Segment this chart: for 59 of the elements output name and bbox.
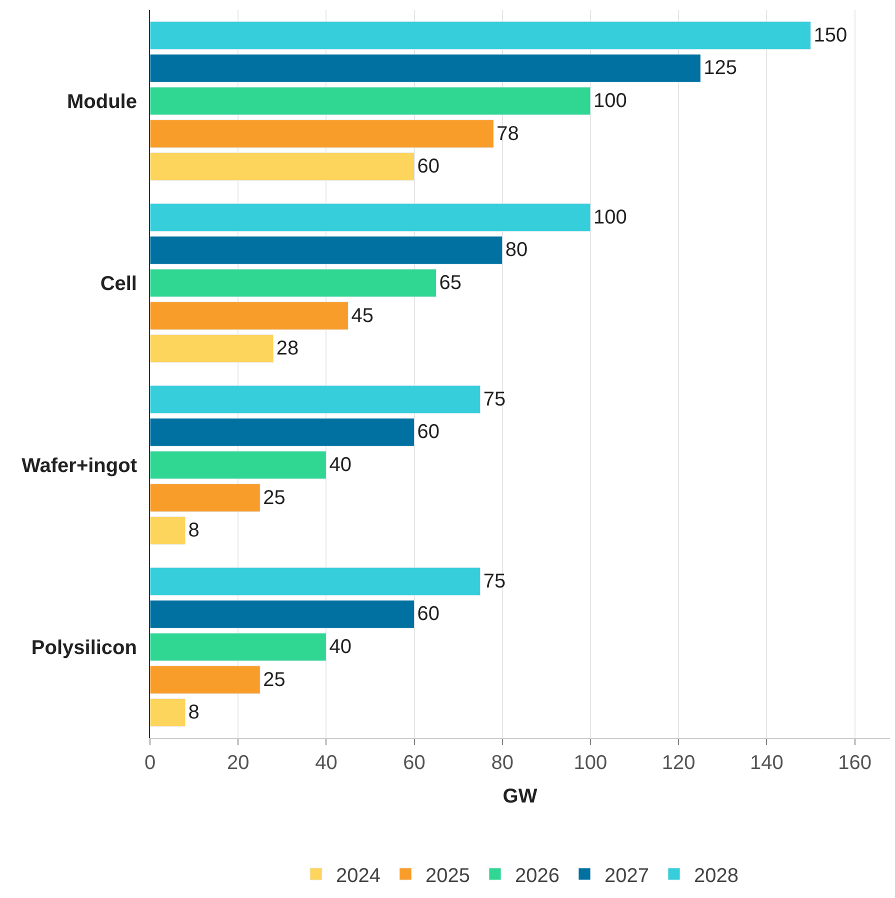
bar	[150, 334, 274, 363]
bar	[150, 450, 326, 480]
bar	[150, 236, 503, 264]
data-label: 25	[263, 668, 286, 691]
data-label: 60	[417, 603, 440, 626]
bar	[150, 152, 415, 181]
bar	[150, 666, 260, 694]
x-axis-title: GW	[502, 786, 538, 808]
legend-label: 2028	[694, 864, 738, 887]
data-label: 150	[814, 24, 848, 46]
data-label: 65	[439, 272, 462, 294]
bar	[150, 302, 348, 330]
bar	[150, 698, 186, 727]
data-label: 125	[704, 57, 737, 80]
bar	[150, 516, 186, 545]
x-tick-label: 120	[662, 752, 696, 774]
bar	[150, 21, 811, 50]
data-label: 80	[505, 239, 528, 262]
y-tick-label: Polysilicon	[31, 637, 137, 659]
data-label: 75	[483, 388, 506, 410]
data-label: 40	[329, 454, 352, 476]
bar	[150, 203, 591, 232]
legend-label: 2026	[515, 864, 560, 887]
y-tick-label: Module	[67, 91, 137, 113]
legend-label: 2025	[426, 864, 470, 887]
legend-label: 2027	[604, 864, 649, 887]
bar	[150, 86, 591, 116]
x-tick-label: 140	[750, 752, 784, 774]
data-label: 60	[417, 421, 440, 444]
y-tick-label: Cell	[100, 273, 137, 295]
bar	[150, 418, 415, 446]
data-label: 45	[351, 304, 374, 327]
data-label: 78	[496, 122, 519, 145]
data-label: 100	[593, 90, 627, 112]
legend-label: 2024	[336, 864, 380, 887]
data-label: 75	[483, 570, 506, 592]
bar	[150, 385, 481, 414]
data-label: 40	[329, 636, 352, 658]
bar	[150, 567, 481, 596]
data-label: 100	[593, 206, 627, 228]
data-label: 28	[276, 338, 299, 360]
data-label: 8	[188, 520, 200, 542]
data-label: 8	[188, 702, 200, 724]
bar	[150, 632, 326, 662]
bar	[150, 600, 415, 628]
x-tick-label: 160	[838, 752, 872, 774]
bar	[150, 54, 701, 82]
data-label: 25	[263, 486, 286, 509]
bar	[150, 268, 437, 298]
x-tick-label: 20	[226, 752, 250, 774]
x-tick-label: 60	[403, 752, 426, 774]
data-label: 60	[417, 156, 440, 178]
bar	[150, 120, 494, 148]
x-tick-label: 0	[144, 752, 156, 774]
bar	[150, 484, 260, 512]
x-tick-label: 80	[491, 752, 514, 774]
x-tick-label: 100	[574, 752, 608, 774]
y-tick-label: Wafer+ingot	[22, 455, 138, 477]
x-tick-label: 40	[315, 752, 338, 774]
